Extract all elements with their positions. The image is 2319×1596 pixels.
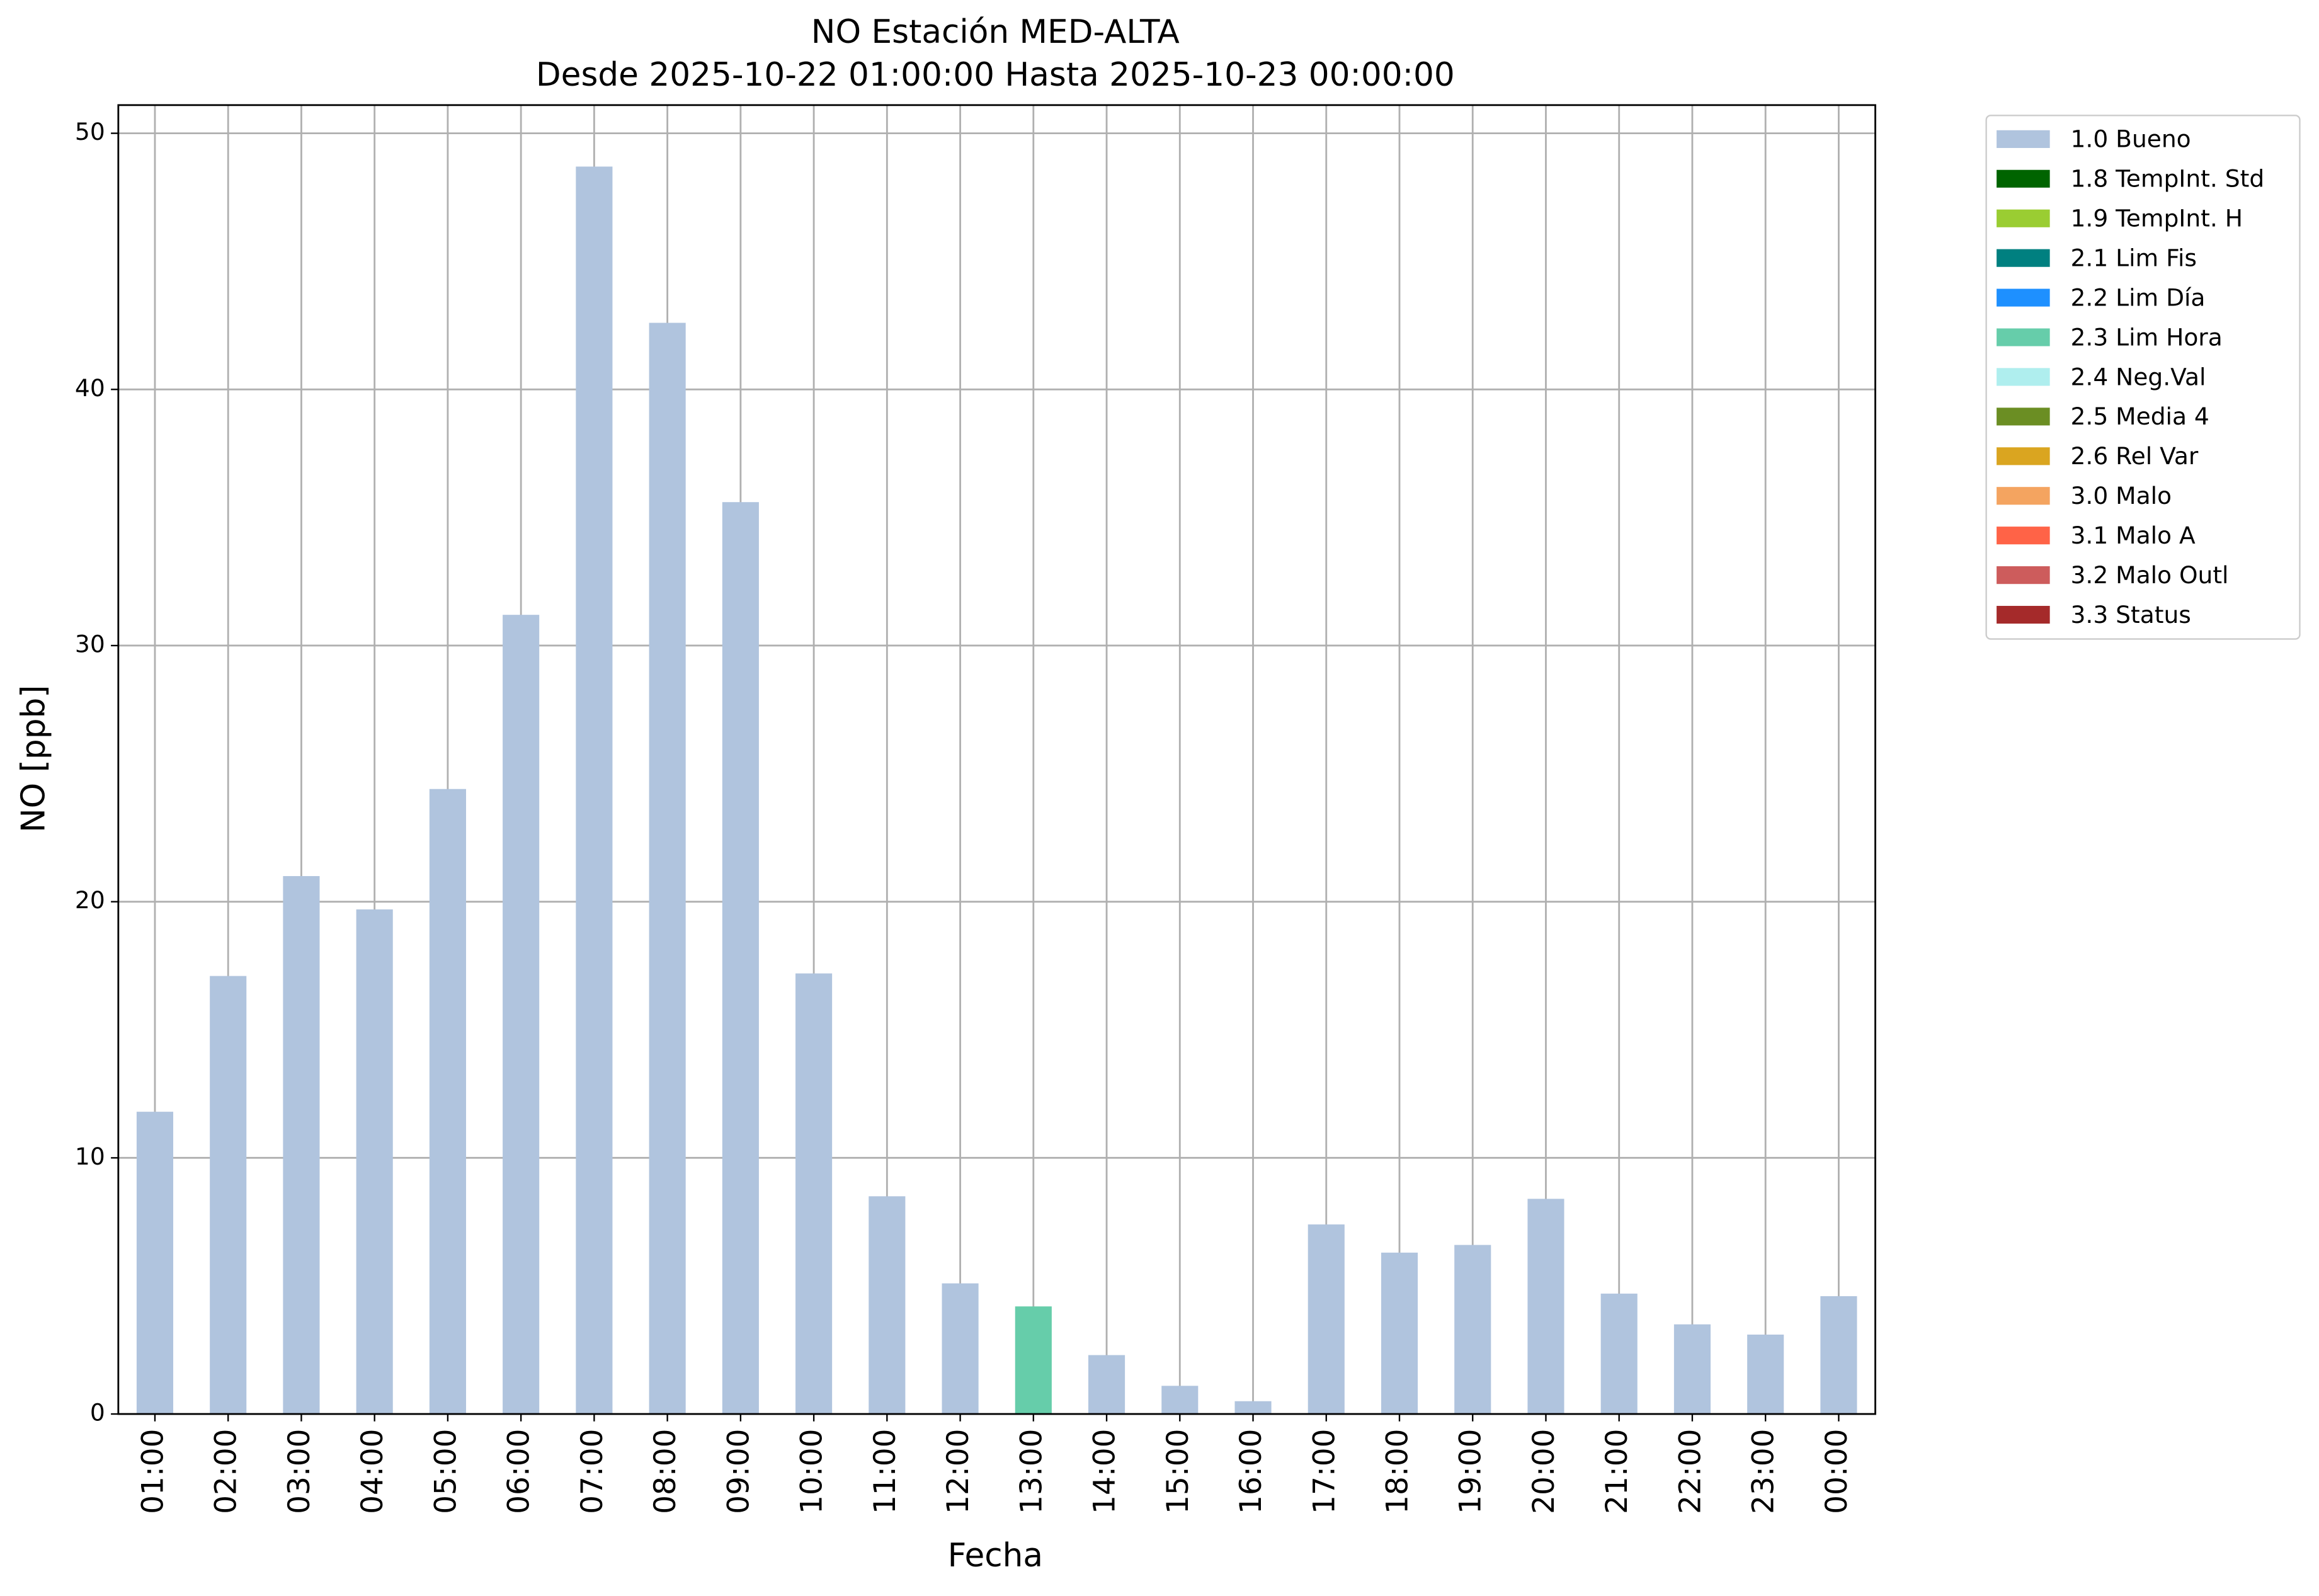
x-tick-label: 22:00 (1673, 1429, 1707, 1514)
x-tick-label: 04:00 (355, 1429, 390, 1514)
x-tick-label: 02:00 (209, 1429, 244, 1514)
x-axis-label: Fecha (948, 1537, 1043, 1575)
x-tick-label: 15:00 (1161, 1429, 1195, 1514)
x-tick-label: 17:00 (1307, 1429, 1342, 1514)
x-tick-label: 19:00 (1454, 1429, 1488, 1514)
x-tick-label: 14:00 (1088, 1429, 1122, 1514)
y-tick-label: 20 (75, 886, 105, 914)
legend: 1.0 Bueno 1.8 TempInt. Std 1.9 TempInt. H 2… (1985, 115, 2301, 640)
x-tick-label: 09:00 (721, 1429, 756, 1514)
legend-label: 2.5 Media 4 (2071, 402, 2209, 430)
bar (1088, 1355, 1125, 1415)
bar (136, 1112, 174, 1415)
legend-label: 3.3 Status (2071, 601, 2191, 629)
legend-label: 2.1 Lim Fis (2071, 244, 2197, 272)
x-tick-label: 01:00 (135, 1429, 170, 1514)
bar (1161, 1386, 1199, 1415)
legend-frame (1985, 115, 2301, 640)
bar (210, 976, 247, 1415)
chart-title: NO Estación MED-ALTA (811, 13, 1180, 51)
legend-swatch (1997, 169, 2050, 188)
y-tick-label: 30 (75, 630, 105, 658)
legend-swatch (1997, 130, 2050, 148)
legend-swatch (1997, 605, 2050, 624)
bar (1673, 1324, 1711, 1415)
x-tick-label: 07:00 (575, 1429, 610, 1514)
legend-label: 3.1 Malo A (2071, 522, 2196, 549)
x-tick-label: 16:00 (1234, 1429, 1268, 1514)
legend-label: 2.6 Rel Var (2071, 442, 2199, 470)
bar (1234, 1401, 1272, 1415)
legend-swatch (1997, 288, 2050, 307)
x-tick-label: 08:00 (648, 1429, 683, 1514)
legend-swatch (1997, 209, 2050, 227)
x-tick-label: 21:00 (1600, 1429, 1634, 1514)
bar (1527, 1199, 1564, 1415)
plot-frame (117, 104, 1876, 1415)
x-tick-label: 11:00 (868, 1429, 903, 1514)
legend-swatch (1997, 249, 2050, 267)
legend-label: 1.8 TempInt. Std (2071, 165, 2265, 193)
bar (1381, 1252, 1418, 1415)
legend-swatch (1997, 527, 2050, 545)
bar (283, 875, 320, 1415)
bar (1747, 1334, 1784, 1415)
x-tick-label: 00:00 (1820, 1429, 1854, 1514)
y-tick-label: 10 (75, 1143, 105, 1170)
legend-label: 2.4 Neg.Val (2071, 363, 2206, 390)
bar (1600, 1293, 1638, 1415)
y-tick-label: 0 (90, 1399, 105, 1427)
legend-swatch (1997, 328, 2050, 346)
bar (795, 973, 833, 1415)
legend-swatch (1997, 487, 2050, 505)
legend-swatch (1997, 368, 2050, 386)
bar (429, 789, 466, 1415)
bar (1454, 1245, 1491, 1415)
x-tick-label: 03:00 (282, 1429, 317, 1514)
bar (356, 909, 393, 1415)
x-tick-label: 06:00 (502, 1429, 537, 1514)
x-tick-label: 18:00 (1380, 1429, 1415, 1514)
legend-label: 3.2 Malo Outl (2071, 561, 2229, 589)
bar (649, 322, 686, 1415)
legend-label: 3.0 Malo (2071, 482, 2172, 510)
x-tick-label: 12:00 (941, 1429, 976, 1514)
bar (1308, 1224, 1345, 1415)
legend-label: 1.0 Bueno (2071, 125, 2191, 153)
bar (942, 1283, 979, 1415)
x-tick-label: 20:00 (1527, 1429, 1561, 1514)
bars (136, 166, 1857, 1415)
x-tick-label: 10:00 (795, 1429, 829, 1514)
x-tick-label: 05:00 (428, 1429, 463, 1514)
bar (869, 1196, 906, 1415)
legend-label: 1.9 TempInt. H (2071, 205, 2243, 232)
x-tick-label: 13:00 (1014, 1429, 1049, 1514)
legend-label: 2.3 Lim Hora (2071, 323, 2223, 351)
y-tick-label: 40 (75, 374, 105, 402)
legend-swatch (1997, 566, 2050, 584)
bar (722, 502, 759, 1415)
bar (503, 615, 540, 1415)
legend-swatch (1997, 408, 2050, 426)
bar (1820, 1296, 1857, 1415)
x-tick-label: 23:00 (1746, 1429, 1781, 1514)
legend-label: 2.2 Lim Día (2071, 283, 2206, 311)
chart-subtitle: Desde 2025-10-22 01:00:00 Hasta 2025-10-… (536, 56, 1455, 94)
bar (1015, 1306, 1052, 1415)
legend-swatch (1997, 447, 2050, 465)
y-tick-label: 50 (75, 118, 105, 145)
y-axis-label: NO [ppb] (14, 685, 52, 833)
bar (576, 166, 613, 1415)
